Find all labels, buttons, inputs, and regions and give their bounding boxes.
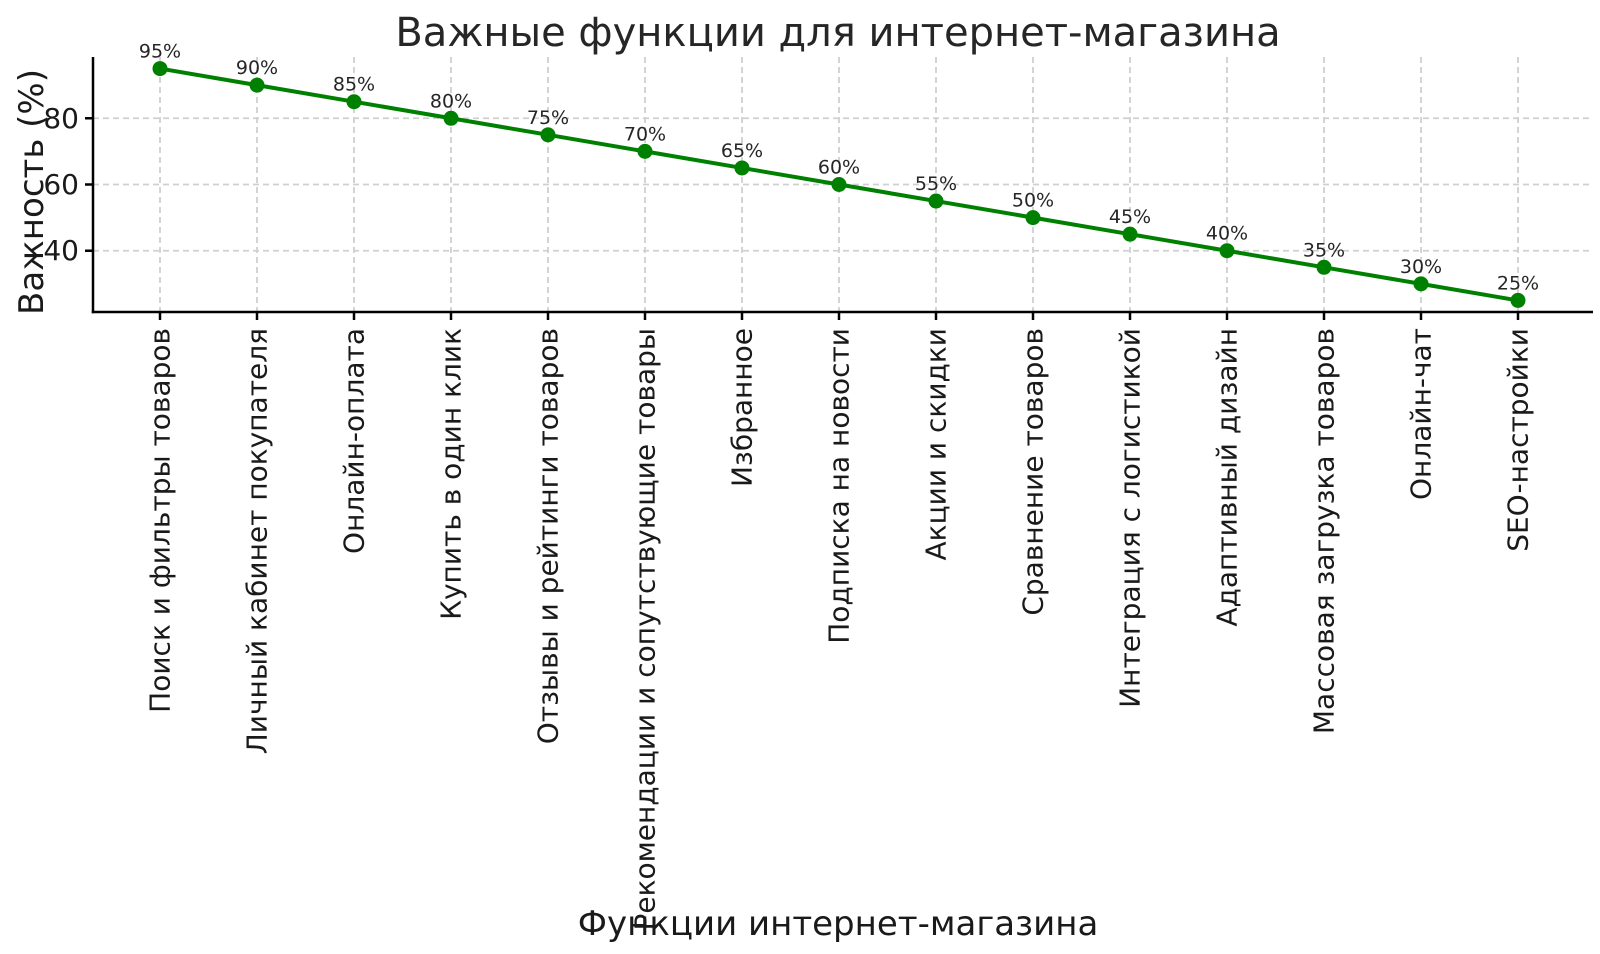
data-point-label: 25%: [1497, 272, 1539, 294]
data-point: [1219, 243, 1235, 259]
category-label: Сравнение товаров: [1017, 328, 1050, 616]
category-label: Онлайн-чат: [1405, 328, 1438, 500]
category-label: Избранное: [726, 328, 759, 487]
category-label: Адаптивный дизайн: [1211, 328, 1244, 627]
data-point: [1510, 292, 1526, 308]
data-point: [1316, 259, 1332, 275]
category-label: Акции и скидки: [920, 328, 953, 561]
chart-title: Важные функции для интернет-магазина: [395, 10, 1280, 56]
data-point: [346, 94, 362, 110]
y-tick-label: 40: [43, 234, 79, 267]
data-point-label: 65%: [721, 140, 763, 162]
data-point: [928, 193, 944, 209]
category-label: Массовая загрузка товаров: [1308, 328, 1341, 734]
category-label: Интеграция с логистикой: [1114, 328, 1147, 708]
y-axis-label: Важность (%): [12, 69, 52, 315]
category-label: Купить в один клик: [435, 328, 468, 620]
data-point: [540, 127, 556, 143]
data-point-label: 45%: [1109, 206, 1151, 228]
line-series-layer: [152, 61, 1526, 308]
data-point-label: 80%: [430, 90, 472, 112]
category-label: Онлайн-оплата: [338, 328, 371, 554]
data-point: [734, 160, 750, 176]
data-point-label: 85%: [333, 74, 375, 96]
data-point: [1413, 276, 1429, 292]
data-point-label: 95%: [139, 41, 181, 63]
data-point-label: 75%: [527, 107, 569, 129]
category-label: Отзывы и рейтинги товаров: [532, 328, 565, 744]
data-point: [443, 110, 459, 126]
y-tick-label: 80: [43, 102, 79, 135]
data-point-label: 55%: [915, 173, 957, 195]
data-point: [831, 177, 847, 192]
y-tick-label: 60: [43, 168, 79, 201]
axes-layer: [85, 57, 1593, 320]
data-point: [249, 77, 265, 93]
data-point: [152, 61, 168, 77]
labels-layer: 40 60 80 Поиск и фильтры товаров Личный каби…: [43, 41, 1539, 931]
data-point-label: 30%: [1400, 256, 1442, 278]
data-point-label: 60%: [818, 157, 860, 179]
data-point: [1025, 210, 1041, 226]
category-label: Рекомендации и сопутствующие товары: [629, 328, 662, 931]
x-axis-label: Функции интернет-магазина: [578, 904, 1099, 944]
data-point-label: 50%: [1012, 190, 1054, 212]
data-point-label: 90%: [236, 57, 278, 79]
category-label: Подписка на новости: [823, 328, 856, 644]
data-point: [1122, 226, 1138, 242]
category-label: SEO-настройки: [1502, 328, 1535, 552]
data-point-label: 40%: [1206, 223, 1248, 245]
category-label: Поиск и фильтры товаров: [144, 328, 177, 713]
data-point-label: 70%: [624, 123, 666, 145]
category-label: Личный кабинет покупателя: [241, 328, 274, 754]
data-point: [637, 143, 653, 159]
data-point-label: 35%: [1303, 239, 1345, 261]
